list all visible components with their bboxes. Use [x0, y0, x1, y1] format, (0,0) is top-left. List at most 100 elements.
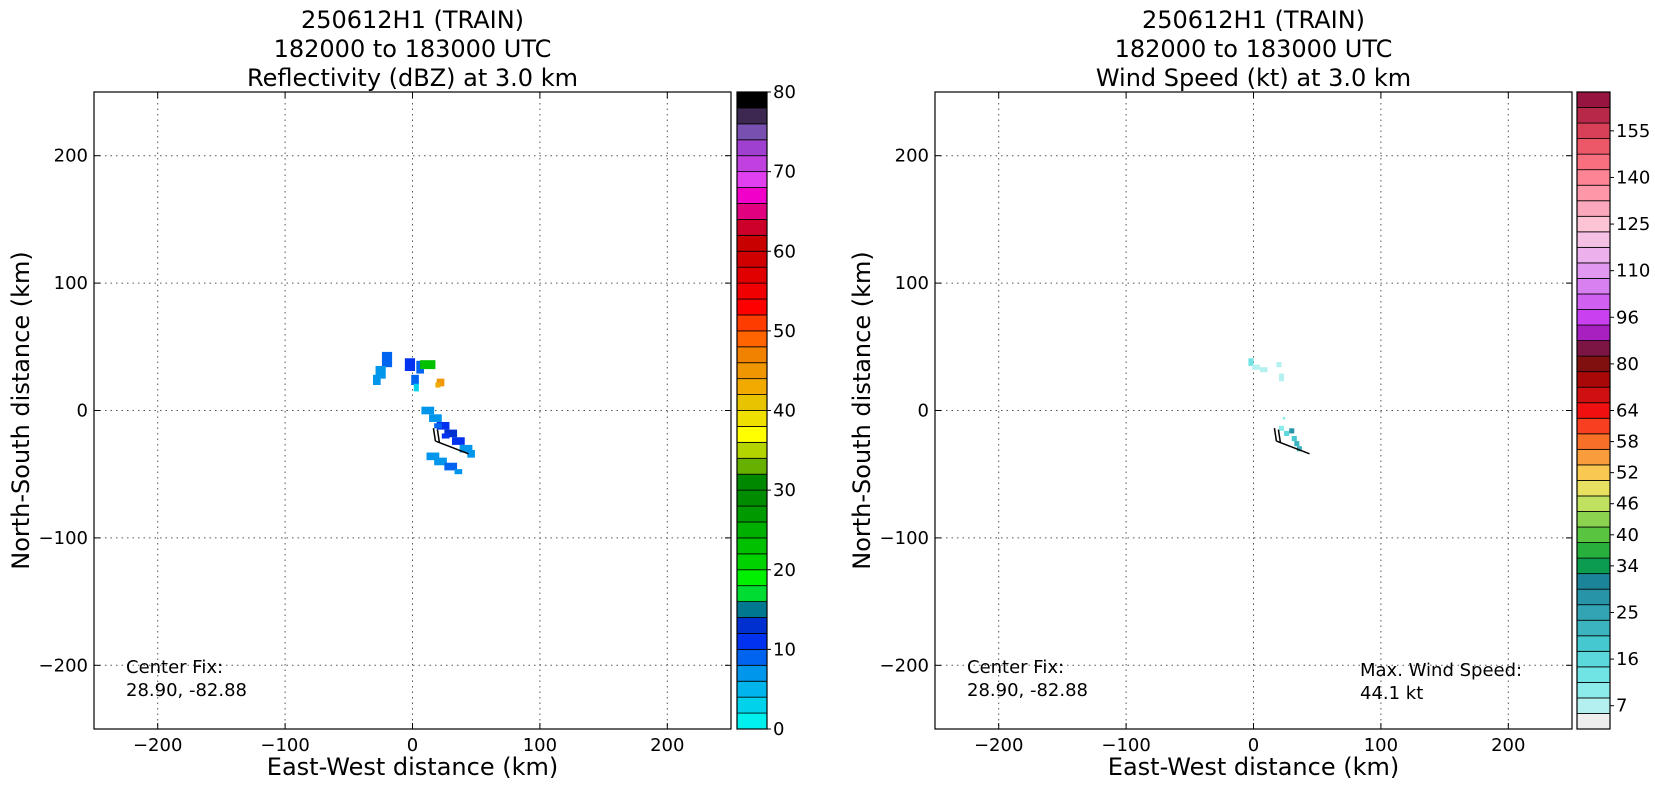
- colorbar-tick-label: 7: [1616, 696, 1627, 717]
- colorbar-tick-label: 140: [1616, 167, 1650, 188]
- colorbar-bin: [1576, 619, 1611, 637]
- wind-barb-tick: [436, 429, 441, 443]
- colorbar-bin: [736, 155, 768, 173]
- data-cells: [1248, 358, 1302, 452]
- colorbar-bin: [1576, 573, 1611, 590]
- colorbar-bin: [736, 266, 768, 284]
- colorbar-tick-label: 20: [773, 560, 796, 581]
- colorbar-tick-label: 10: [773, 639, 796, 660]
- data-cell: [375, 365, 386, 379]
- colorbar-bin: [1576, 697, 1611, 714]
- data-cell: [421, 406, 435, 415]
- colorbar-bin: [736, 457, 768, 475]
- data-cell: [435, 382, 441, 388]
- colorbar-bin: [1576, 246, 1611, 264]
- y-tick-label: 100: [54, 273, 88, 294]
- data-cell: [1278, 425, 1285, 431]
- y-tick-label: 200: [54, 146, 88, 167]
- colorbar-bin: [736, 203, 768, 220]
- colorbar-bin: [1576, 588, 1611, 606]
- colorbar-tick-label: 50: [773, 321, 796, 342]
- data-cell: [444, 429, 458, 438]
- colorbar-bin: [1576, 91, 1611, 108]
- colorbar-bin: [736, 123, 768, 141]
- colorbar-bin: [736, 633, 768, 650]
- data-cell: [454, 469, 463, 475]
- colorbar-bin: [736, 696, 768, 714]
- colorbar-bin: [736, 505, 768, 523]
- colorbar-tick-label: 30: [773, 480, 796, 501]
- colorbar-bin: [1576, 386, 1611, 404]
- colorbar-tick-label: 125: [1616, 214, 1650, 235]
- x-axis-label: East-West distance (km): [267, 753, 558, 781]
- colorbar-bin: [1576, 542, 1611, 559]
- colorbar-bin: [1576, 293, 1611, 310]
- wind-barb-shaft: [435, 440, 469, 455]
- data-cell: [467, 449, 475, 458]
- colorbar-bin: [736, 473, 768, 491]
- data-cell: [1289, 428, 1295, 434]
- colorbar-bin: [736, 648, 768, 666]
- y-tick-label: 0: [918, 401, 929, 422]
- colorbar-bin: [736, 553, 768, 571]
- colorbar-bin: [736, 617, 768, 634]
- annotation-line: Center Fix:: [126, 657, 223, 678]
- colorbar-bin: [736, 378, 768, 395]
- colorbar-bin: [736, 537, 768, 555]
- colorbar-bin: [736, 394, 768, 411]
- data-cell: [1278, 373, 1285, 382]
- colorbar-bin: [736, 410, 768, 427]
- chart-title-line: 182000 to 183000 UTC: [274, 35, 552, 63]
- x-tick-label: 200: [650, 735, 684, 756]
- colorbar-bin: [1576, 402, 1611, 419]
- annotation-line: 44.1 kt: [1360, 683, 1423, 704]
- data-cell: [1294, 441, 1300, 447]
- data-cell: [426, 452, 440, 461]
- colorbar-bin: [1576, 604, 1611, 621]
- colorbar-bin: [736, 107, 768, 125]
- annotation-line: 28.90, -82.88: [967, 680, 1088, 701]
- colorbar-bin: [736, 298, 768, 316]
- colorbar-bin: [1576, 448, 1611, 466]
- wind-barb: [432, 427, 469, 455]
- colorbar-bin: [1576, 526, 1611, 543]
- colorbar-bin: [736, 330, 768, 348]
- colorbar-tick-label: 60: [773, 241, 796, 262]
- data-cell: [429, 414, 442, 422]
- colorbar-tick-label: 80: [773, 82, 796, 103]
- colorbar-tick-label: 64: [1616, 401, 1639, 422]
- colorbar-bin: [1576, 262, 1611, 279]
- x-axis-label: East-West distance (km): [1108, 753, 1399, 781]
- y-axis-label: North-South distance (km): [848, 251, 876, 570]
- colorbar-tick-label: 58: [1616, 432, 1639, 453]
- data-cell: [420, 360, 436, 370]
- y-tick-label: −100: [880, 528, 929, 549]
- chart-title-line: 250612H1 (TRAIN): [1142, 6, 1365, 34]
- colorbar-bin: [1576, 650, 1611, 668]
- wind-barb: [1273, 427, 1310, 455]
- colorbar-bin: [1576, 635, 1611, 652]
- colorbar-bin: [1576, 666, 1611, 683]
- colorbar-bin: [736, 680, 768, 698]
- data-cell: [1276, 362, 1282, 368]
- colorbar-bin: [736, 426, 768, 443]
- y-axis-label: North-South distance (km): [7, 251, 35, 570]
- colorbar-bin: [1576, 511, 1611, 528]
- colorbar-bin: [736, 569, 768, 587]
- chart-0: 250612H1 (TRAIN)182000 to 183000 UTCRefl…: [7, 6, 796, 781]
- colorbar-bin: [736, 282, 768, 300]
- annotation-line: 28.90, -82.88: [126, 680, 247, 701]
- colorbar-bin: [736, 218, 768, 236]
- colorbar-tick-label: 80: [1616, 354, 1639, 375]
- colorbar-bin: [1576, 324, 1611, 341]
- colorbar-bin: [736, 139, 768, 157]
- annotation-bottom-right: Max. Wind Speed: 44.1 kt: [1360, 660, 1522, 704]
- colorbar-bin: [1576, 138, 1611, 155]
- colorbar-bin: [736, 521, 768, 539]
- y-tick-label: 0: [77, 401, 88, 422]
- x-tick-label: −200: [974, 735, 1023, 756]
- y-tick-label: −200: [880, 655, 929, 676]
- wind-barb-tick: [1277, 429, 1282, 443]
- x-tick-label: 100: [523, 735, 557, 756]
